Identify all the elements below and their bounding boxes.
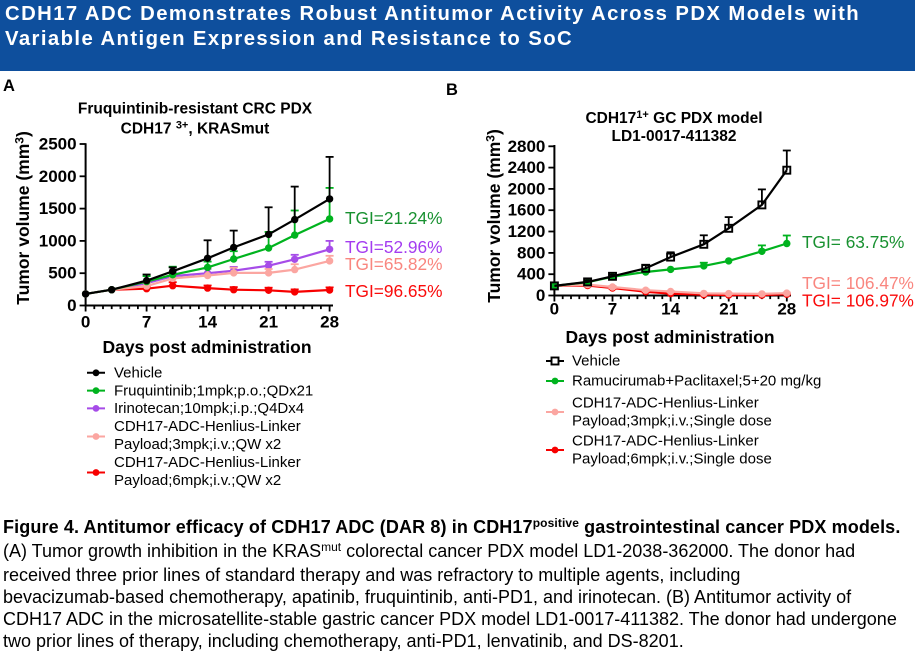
svg-text:Tumor volume (mm3): Tumor volume (mm3) <box>13 131 34 305</box>
svg-text:Payload;3mpk;i.v.;QW x2: Payload;3mpk;i.v.;QW x2 <box>114 436 281 453</box>
svg-text:2800: 2800 <box>508 137 546 156</box>
svg-text:7: 7 <box>142 313 151 332</box>
svg-text:Payload;6mpk;i.v.;QW x2: Payload;6mpk;i.v.;QW x2 <box>114 472 281 489</box>
svg-text:Fruquintinib;1mpk;p.o.;QDx21: Fruquintinib;1mpk;p.o.;QDx21 <box>114 382 313 399</box>
svg-text:CDH17-ADC-Henlius-Linker: CDH17-ADC-Henlius-Linker <box>572 395 759 412</box>
svg-text:2500: 2500 <box>39 135 77 154</box>
svg-text:Vehicle: Vehicle <box>572 353 620 370</box>
svg-text:CDH17 3+, KRASmut: CDH17 3+, KRASmut <box>121 120 270 138</box>
svg-text:2000: 2000 <box>39 167 77 186</box>
svg-text:2400: 2400 <box>508 158 546 177</box>
svg-text:14: 14 <box>198 313 217 332</box>
svg-text:Irinotecan;10mpk;i.p.;Q4Dx4: Irinotecan;10mpk;i.p.;Q4Dx4 <box>114 400 304 417</box>
svg-text:0: 0 <box>67 296 76 315</box>
svg-text:28: 28 <box>777 300 796 319</box>
svg-text:TGI= 106.47%: TGI= 106.47% <box>802 273 914 293</box>
svg-text:800: 800 <box>517 243 545 262</box>
svg-text:0: 0 <box>550 300 559 319</box>
svg-text:1500: 1500 <box>39 199 77 218</box>
svg-text:1200: 1200 <box>508 222 546 241</box>
svg-text:A: A <box>3 77 15 95</box>
svg-text:TGI=96.65%: TGI=96.65% <box>345 281 443 301</box>
svg-text:TGI=52.96%: TGI=52.96% <box>345 237 443 257</box>
svg-text:21: 21 <box>259 313 278 332</box>
svg-text:500: 500 <box>48 264 76 283</box>
svg-text:TGI=21.24%: TGI=21.24% <box>345 208 443 228</box>
svg-text:14: 14 <box>661 300 680 319</box>
svg-text:TGI= 106.97%: TGI= 106.97% <box>802 291 914 311</box>
svg-text:Vehicle: Vehicle <box>114 365 162 382</box>
svg-text:7: 7 <box>608 300 617 319</box>
svg-text:21: 21 <box>719 300 738 319</box>
svg-text:400: 400 <box>517 265 545 284</box>
svg-text:LD1-0017-411382: LD1-0017-411382 <box>612 128 737 145</box>
svg-text:TGI=65.82%: TGI=65.82% <box>345 254 443 274</box>
svg-text:28: 28 <box>320 313 339 332</box>
svg-text:0: 0 <box>81 313 90 332</box>
svg-text:1000: 1000 <box>39 231 77 250</box>
svg-text:Ramucirumab+Paclitaxel;5+20 mg: Ramucirumab+Paclitaxel;5+20 mg/kg <box>572 373 821 390</box>
svg-text:CDH17-ADC-Henlius-Linker: CDH17-ADC-Henlius-Linker <box>114 418 301 435</box>
svg-text:Days post administration: Days post administration <box>565 327 774 347</box>
svg-text:Days post administration: Days post administration <box>102 337 311 357</box>
svg-text:2000: 2000 <box>508 179 546 198</box>
svg-text:Fruquintinib-resistant CRC PDX: Fruquintinib-resistant CRC PDX <box>78 101 313 118</box>
svg-text:1600: 1600 <box>508 201 546 220</box>
svg-text:CDH17-ADC-Henlius-Linker: CDH17-ADC-Henlius-Linker <box>114 454 301 471</box>
svg-text:TGI= 63.75%: TGI= 63.75% <box>802 232 904 252</box>
svg-text:0: 0 <box>536 286 545 305</box>
svg-text:Tumor volume (mm3): Tumor volume (mm3) <box>484 129 505 303</box>
svg-text:CDH17-ADC-Henlius-Linker: CDH17-ADC-Henlius-Linker <box>572 433 759 450</box>
svg-text:Payload;6mpk;i.v.;Single dose: Payload;6mpk;i.v.;Single dose <box>572 451 772 468</box>
svg-text:Payload;3mpk;i.v.;Single dose: Payload;3mpk;i.v.;Single dose <box>572 413 772 430</box>
svg-text:CDH171+ GC PDX model: CDH171+ GC PDX model <box>585 109 762 127</box>
svg-text:B: B <box>446 81 458 99</box>
